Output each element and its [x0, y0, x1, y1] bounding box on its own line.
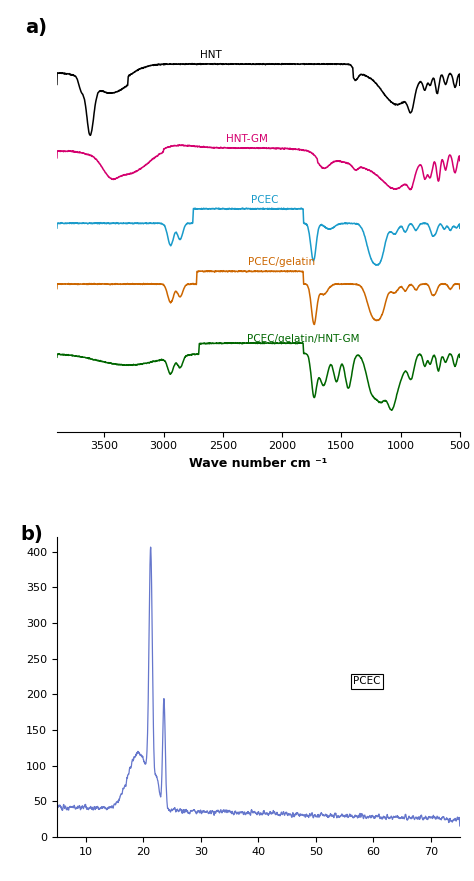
- Text: PCEC: PCEC: [250, 195, 278, 205]
- Text: HNT-GM: HNT-GM: [226, 134, 267, 144]
- Text: b): b): [21, 525, 43, 544]
- Text: PCEC/gelatin/HNT-GM: PCEC/gelatin/HNT-GM: [247, 334, 360, 344]
- Text: PCEC/gelatin: PCEC/gelatin: [248, 257, 316, 267]
- Text: PCEC: PCEC: [353, 677, 381, 686]
- Text: HNT: HNT: [200, 50, 222, 60]
- X-axis label: Wave number cm ⁻¹: Wave number cm ⁻¹: [189, 457, 328, 470]
- Text: a): a): [25, 19, 46, 37]
